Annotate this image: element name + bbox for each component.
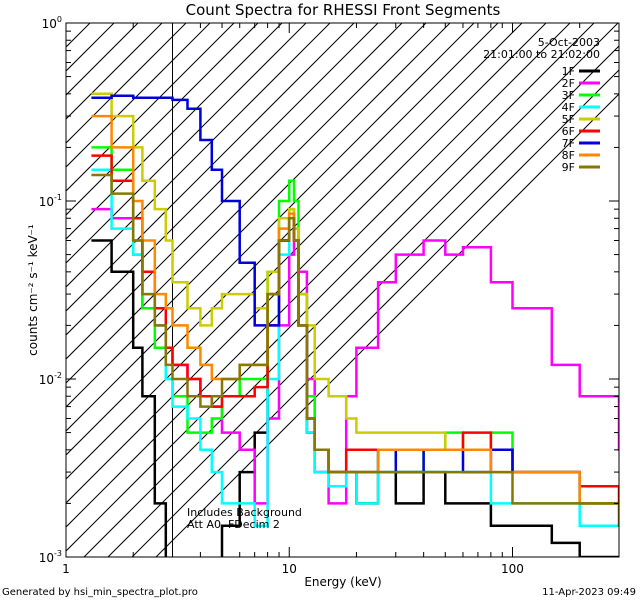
hatch-line [66,23,115,72]
date-label: 5-Oct-2003 [538,36,600,49]
hatch-line [66,23,211,168]
hatch-line [66,23,595,552]
chart-title: Count Spectra for RHESSI Front Segments [186,1,501,19]
plot-frame [65,22,620,558]
x-tick-label: 10 [282,562,297,576]
legend-label-6f: 6F [562,125,575,138]
series-line-9f [91,173,619,527]
y-tick-label: 10-1 [39,193,62,209]
legend-label-3f: 3F [562,89,575,102]
annotation-background: Includes Background [187,506,302,519]
legend-label-2f: 2F [562,77,575,90]
hatch-line [66,23,283,240]
hatch-line [66,23,523,480]
legend-label-9f: 9F [562,161,575,174]
hatch-line [66,23,451,408]
hatch-line [107,45,619,557]
hatch-line [83,23,619,557]
footer-generated: Generated by hsi_min_spectra_plot.pro [2,587,198,598]
hatch-line [131,69,619,557]
y-tick-label: 10-3 [39,549,62,565]
y-tick-label: 10-2 [39,371,62,387]
hatch-region [66,23,619,557]
hatch-line [66,23,475,432]
hatch-line [66,23,499,456]
x-tick-label: 1 [62,562,70,576]
hatch-line [66,23,355,312]
series-line-6f [91,154,619,505]
hatch-line [66,23,163,120]
hatch-line [66,23,379,336]
axis-ticks: 1 10 100 100 10-1 10-2 10-3 [39,15,620,576]
legend-label-4f: 4F [562,101,575,114]
series-line-5f [91,92,619,505]
legend-label-5f: 5F [562,113,575,126]
legend-label-8f: 8F [562,149,575,162]
hatch-line [66,23,259,216]
hatch-line [66,23,187,144]
hatch-line [66,23,331,288]
series-layer [91,92,619,557]
x-axis-label: Energy (keV) [304,575,381,589]
annotation-attenuator: Att A0, FDecim 2 [187,518,280,531]
footer-date: 11-Apr-2023 09:49 [542,587,636,598]
y-tick-label: 100 [42,15,62,31]
hatch-line [155,93,619,557]
legend-label-1f: 1F [562,65,575,78]
hatch-line [66,23,427,384]
time-range-label: 21:01:00 to 21:02:00 [483,48,600,61]
legend-label-7f: 7F [562,137,575,150]
hatch-line [66,23,403,360]
hatch-line [66,23,91,48]
series-line-7f [91,94,619,505]
x-tick-label: 100 [501,562,524,576]
y-axis-label: counts cm⁻² s⁻¹ keV⁻¹ [26,224,40,356]
hatch-line [66,23,307,264]
hatch-line [66,23,139,96]
hatch-line [66,23,571,528]
hatch-line [66,23,235,192]
